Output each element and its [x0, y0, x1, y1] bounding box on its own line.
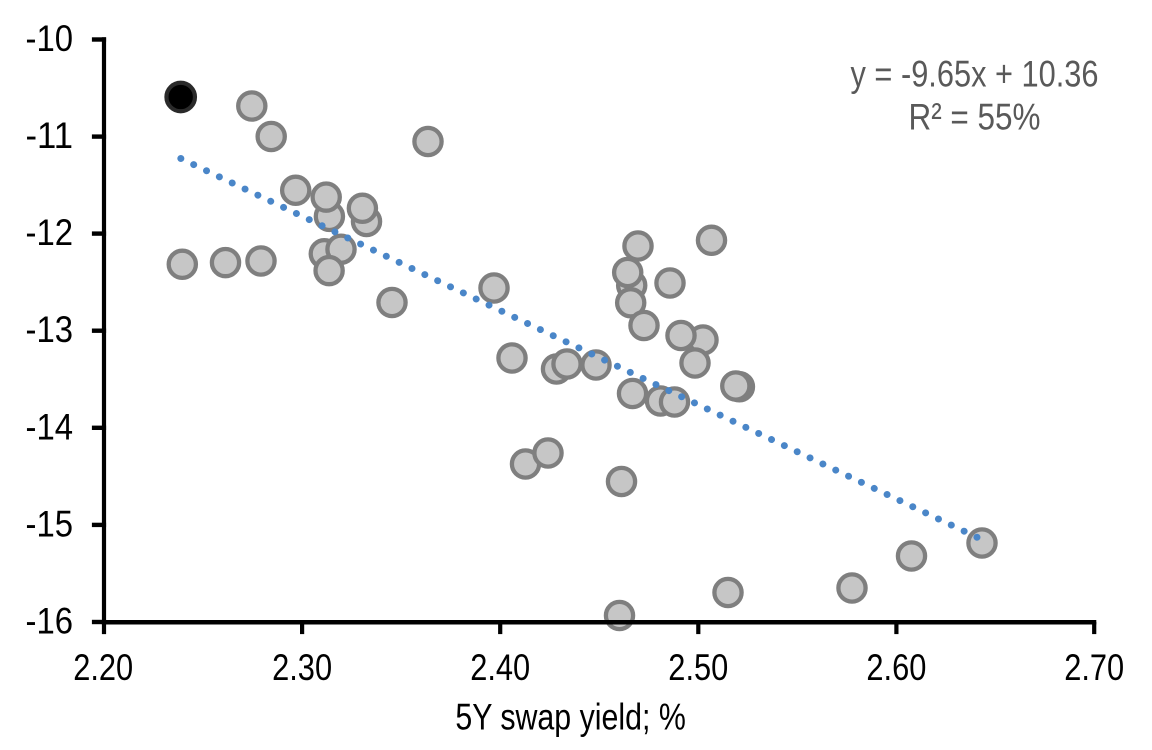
svg-text:2.50: 2.50: [668, 646, 728, 688]
svg-text:-12: -12: [26, 211, 74, 253]
svg-text:-11: -11: [26, 114, 74, 156]
svg-text:2.30: 2.30: [272, 646, 332, 688]
svg-text:R² = 55%: R² = 55%: [909, 96, 1041, 138]
svg-text:5Y swap yield; %: 5Y swap yield; %: [455, 696, 686, 738]
svg-text:-13: -13: [26, 308, 74, 350]
svg-text:2.60: 2.60: [866, 646, 926, 688]
svg-text:y = -9.65x + 10.36: y = -9.65x + 10.36: [851, 52, 1099, 94]
svg-text:-14: -14: [26, 405, 74, 447]
svg-text:2.40: 2.40: [470, 646, 530, 688]
svg-text:2.20: 2.20: [73, 646, 133, 688]
svg-text:-10: -10: [26, 17, 74, 59]
svg-text:2.70: 2.70: [1064, 646, 1124, 688]
svg-text:-16: -16: [26, 600, 74, 642]
svg-text:-15: -15: [26, 502, 74, 544]
